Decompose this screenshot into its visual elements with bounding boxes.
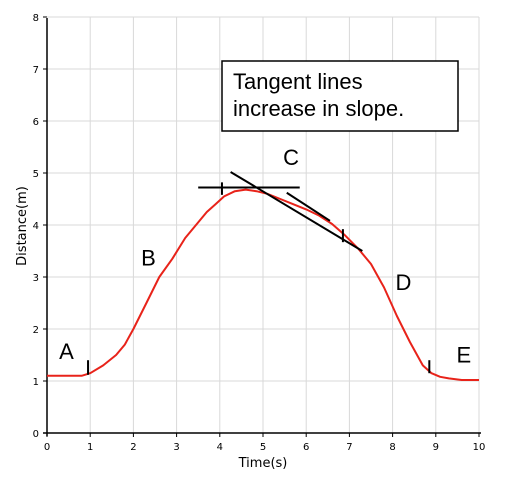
x-tick-label: 9 <box>433 442 439 453</box>
point-label-b: B <box>141 246 156 271</box>
axes <box>43 18 481 436</box>
x-tick-label: 0 <box>44 442 50 453</box>
x-tick-label: 3 <box>173 442 179 453</box>
x-tick-labels: 0 1 2 3 4 5 6 7 8 9 10 <box>44 433 486 453</box>
x-tick-label: 6 <box>303 442 309 453</box>
point-labels: A B C D E <box>59 145 471 367</box>
y-tick-label: 5 <box>33 169 39 180</box>
y-tick-label: 2 <box>33 325 39 336</box>
y-tick-label: 1 <box>33 377 39 388</box>
annotation-line-2: increase in slope. <box>233 96 404 121</box>
x-tick-label: 7 <box>346 442 352 453</box>
point-label-e: E <box>457 342 472 367</box>
tangent-line <box>230 171 363 252</box>
y-tick-label: 3 <box>33 273 39 284</box>
x-tick-label: 1 <box>87 442 93 453</box>
point-label-d: D <box>395 270 411 295</box>
y-tick-label: 7 <box>33 65 39 76</box>
x-tick-label: 8 <box>389 442 395 453</box>
x-tick-label: 10 <box>473 442 486 453</box>
point-label-c: C <box>283 145 299 170</box>
point-label-a: A <box>59 339 74 364</box>
x-tick-label: 2 <box>130 442 136 453</box>
tangent-lines <box>198 171 363 252</box>
annotation-box: Tangent lines increase in slope. <box>221 60 459 132</box>
tangent-line <box>286 191 331 222</box>
x-tick-label: 4 <box>217 442 223 453</box>
x-axis-label: Time(s) <box>238 456 288 471</box>
annotation-frame <box>221 60 459 132</box>
x-tick-label: 5 <box>260 442 266 453</box>
annotation-line-1: Tangent lines <box>233 69 363 94</box>
y-axis-label: Distance(m) <box>15 186 30 266</box>
series-layer <box>47 188 479 381</box>
distance-curve <box>47 188 479 381</box>
y-tick-labels: 0 1 2 3 4 5 6 7 8 <box>33 13 47 440</box>
y-tick-label: 8 <box>33 13 39 24</box>
y-tick-label: 0 <box>33 429 39 440</box>
segment-markers <box>87 182 431 375</box>
y-tick-label: 6 <box>33 117 39 128</box>
y-tick-label: 4 <box>33 221 39 232</box>
